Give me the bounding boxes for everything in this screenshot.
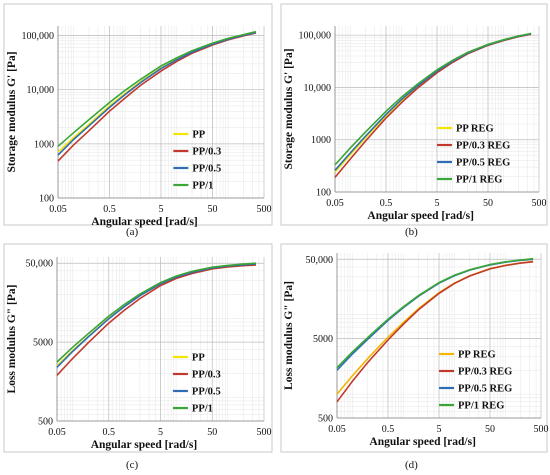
x-tick-label: 0.5 [103,204,116,215]
caption-a: (a) [126,226,139,238]
y-tick-label: 5000 [33,338,53,349]
y-axis-title: Loss modulus G" [Pa] [283,281,295,390]
y-axis-title: Storage modulus G' [Pa] [6,51,18,172]
y-tick-label: 100,000 [299,31,332,42]
series-line [334,32,532,166]
x-tick-label: 0.05 [326,198,344,209]
series-line [56,262,257,363]
x-tick-label: 5 [437,424,442,435]
legend-label: PP [192,130,205,141]
legend-label: PP REG [458,350,496,361]
x-axis-title: Angular speed [rad/s] [91,216,198,228]
x-tick-label: 5 [435,198,440,209]
legend-label: PP/0.5 REG [456,158,510,169]
legend: PP REG PP/0.3 REG PP/0.5 REG PP/1 REG [437,124,510,186]
x-tick-label: 50 [485,424,495,435]
x-tick-label: 50 [208,204,218,215]
x-tick-label: 0.05 [48,427,66,438]
y-tick-label: 100 [316,188,331,199]
y-tick-label: 10,000 [27,85,55,96]
legend-label: PP/0.5 [192,164,221,175]
legend-label: PP/1 [192,181,213,192]
y-tick-label: 100,000 [22,31,55,42]
series-line [336,257,534,369]
legend: PP PP/0.3 PP/0.5 PP/1 [172,353,221,415]
series-line [336,261,534,403]
y-tick-label: 500 [38,417,53,428]
series-line [56,264,257,376]
y-tick-label: 100 [39,194,54,205]
x-tick-label: 500 [257,204,272,215]
x-tick-label: 0.5 [382,424,395,435]
y-tick-label: 5000 [313,334,333,345]
legend-label: PP/1 REG [456,175,502,186]
x-axis-title: Angular speed [rad/s] [367,210,474,222]
x-tick-label: 500 [257,427,272,438]
chart-panel-d: 0.05 0.5 5 50 500 500 5000 50,000 Angular speed … [280,243,549,453]
x-axis-title: Angular speed [rad/s] [91,439,198,451]
x-tick-label: 500 [534,424,549,435]
x-tick-label: 0.5 [103,427,116,438]
legend-label: PP REG [456,124,494,135]
x-tick-label: 500 [532,198,547,209]
legend-label: PP/0.5 [192,387,221,398]
series-group [57,30,257,162]
legend-label: PP/0.3 REG [456,141,510,152]
chart-panel-c: 0.05 0.5 5 50 500 500 5000 50,000 Angular speed … [3,243,273,453]
x-tick-label: 5 [158,427,163,438]
y-tick-label: 50,000 [306,255,334,266]
legend-label: PP [192,353,205,364]
x-tick-label: 0.05 [328,424,346,435]
x-tick-label: 0.05 [49,204,67,215]
y-tick-label: 10,000 [304,83,332,94]
x-tick-label: 50 [483,198,493,209]
x-tick-label: 5 [159,204,164,215]
y-tick-label: 50,000 [26,259,54,270]
y-tick-label: 500 [318,414,333,425]
legend-label: PP/0.5 REG [458,384,512,395]
chart-panel-b: 0.05 0.5 5 50 500 100 1000 10,000 100,000 Angular… [280,3,548,226]
y-tick-label: 1000 [311,135,331,146]
grid [336,253,542,419]
series-group [334,32,532,178]
x-tick-label: 50 [207,427,217,438]
legend-label: PP/1 [192,404,213,415]
legend-label: PP/0.3 REG [458,367,512,378]
series-line [57,30,257,147]
x-axis-title: Angular speed [rad/s] [369,436,476,448]
caption-d: (d) [405,459,418,471]
grid [334,26,540,193]
y-axis-title: Loss modulus G" [Pa] [6,285,18,394]
series-group [336,257,534,403]
chart-panel-a: 0.05 0.5 5 50 500 100 1000 10,000 100,000 Angular… [3,3,273,228]
legend-label: PP/0.3 [192,147,221,158]
legend-label: PP/1 REG [458,401,504,412]
legend: PP REG PP/0.3 REG PP/0.5 REG PP/1 REG [439,350,512,412]
y-axis-title: Storage modulus G' [Pa] [283,48,295,169]
legend-label: PP/0.3 [192,370,221,381]
caption-c: (c) [126,459,139,471]
legend: PP PP/0.3 PP/0.5 PP/1 [173,130,221,192]
x-tick-label: 0.5 [380,198,393,209]
caption-b: (b) [405,226,418,238]
y-tick-label: 1000 [34,139,54,150]
series-group [56,262,257,376]
